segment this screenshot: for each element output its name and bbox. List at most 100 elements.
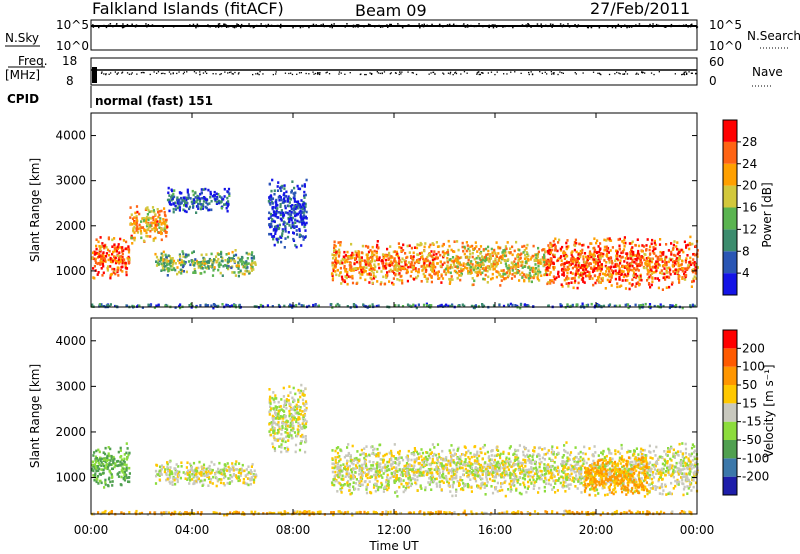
data-cell bbox=[486, 281, 489, 284]
nave-point bbox=[262, 73, 264, 75]
data-cell bbox=[284, 228, 287, 231]
nave-point bbox=[379, 72, 381, 75]
data-cell bbox=[365, 260, 369, 264]
data-cell bbox=[400, 246, 403, 250]
data-cell bbox=[135, 223, 138, 226]
data-cell bbox=[610, 259, 613, 263]
data-cell bbox=[199, 479, 202, 483]
data-cell bbox=[554, 237, 557, 241]
data-cell bbox=[486, 269, 489, 273]
noise-point bbox=[449, 24, 452, 27]
noise-point bbox=[567, 23, 569, 25]
data-cell bbox=[184, 261, 187, 264]
data-cell bbox=[331, 274, 334, 277]
data-cell bbox=[600, 263, 603, 266]
data-cell bbox=[631, 264, 634, 268]
data-cell bbox=[522, 450, 525, 454]
data-cell bbox=[624, 264, 627, 268]
data-cell bbox=[221, 274, 224, 277]
data-cell bbox=[102, 256, 106, 260]
data-cell bbox=[603, 245, 606, 249]
data-cell bbox=[220, 200, 223, 203]
data-cell bbox=[285, 399, 288, 403]
data-cell bbox=[628, 264, 631, 268]
data-cell bbox=[479, 272, 482, 276]
data-cell bbox=[367, 260, 370, 263]
data-cell bbox=[601, 265, 604, 269]
data-cell bbox=[649, 245, 652, 248]
velocity-data bbox=[91, 383, 699, 517]
data-cell bbox=[301, 235, 304, 238]
data-cell bbox=[202, 200, 205, 203]
data-cell bbox=[303, 404, 306, 407]
data-cell bbox=[429, 448, 432, 452]
nave-point bbox=[371, 72, 373, 75]
data-cell bbox=[158, 469, 161, 473]
data-cell bbox=[197, 477, 200, 480]
data-cell bbox=[511, 245, 514, 249]
data-cell bbox=[693, 263, 696, 267]
data-cell bbox=[516, 481, 519, 484]
data-cell bbox=[178, 470, 181, 474]
colorbar-segment bbox=[723, 163, 737, 186]
data-cell bbox=[588, 257, 591, 260]
data-cell bbox=[100, 267, 103, 270]
data-cell bbox=[234, 468, 237, 471]
data-cell bbox=[548, 249, 551, 252]
data-cell bbox=[542, 248, 545, 251]
data-cell bbox=[424, 270, 427, 273]
data-cell bbox=[412, 264, 415, 268]
data-cell bbox=[464, 266, 467, 269]
data-cell bbox=[170, 188, 173, 192]
data-cell bbox=[117, 261, 120, 264]
data-cell bbox=[400, 260, 403, 264]
data-cell bbox=[282, 211, 285, 215]
data-cell bbox=[233, 259, 236, 262]
noise-point bbox=[421, 24, 423, 26]
data-cell bbox=[116, 473, 119, 476]
data-cell bbox=[476, 261, 479, 265]
data-cell bbox=[397, 260, 401, 263]
nave-point bbox=[140, 72, 143, 74]
data-cell bbox=[552, 255, 555, 258]
data-cell bbox=[656, 260, 659, 263]
data-cell bbox=[468, 249, 471, 253]
data-cell bbox=[178, 261, 181, 265]
data-cell bbox=[646, 238, 649, 241]
data-cell bbox=[392, 283, 395, 286]
data-cell bbox=[351, 281, 355, 285]
data-cell bbox=[165, 478, 168, 482]
data-cell bbox=[358, 256, 361, 259]
data-cell bbox=[298, 409, 302, 412]
data-cell bbox=[156, 220, 159, 223]
noise-point bbox=[666, 25, 668, 27]
data-cell bbox=[160, 238, 163, 242]
data-cell bbox=[450, 248, 453, 252]
nave-point bbox=[176, 72, 178, 75]
data-cell bbox=[191, 478, 194, 481]
data-cell bbox=[180, 260, 183, 263]
data-cell bbox=[216, 196, 219, 199]
data-cell bbox=[355, 282, 358, 285]
data-cell bbox=[354, 250, 357, 253]
data-cell bbox=[411, 256, 414, 259]
data-cell bbox=[198, 199, 202, 203]
data-cell bbox=[302, 414, 305, 417]
data-cell bbox=[457, 260, 460, 264]
data-cell bbox=[303, 225, 306, 229]
data-cell bbox=[202, 469, 205, 472]
data-cell bbox=[229, 473, 232, 477]
data-cell bbox=[594, 262, 597, 266]
data-cell bbox=[517, 259, 520, 262]
data-cell bbox=[203, 197, 206, 200]
data-cell bbox=[274, 232, 277, 235]
data-cell bbox=[626, 270, 630, 273]
data-cell bbox=[281, 201, 284, 204]
data-cell bbox=[659, 238, 662, 241]
data-cell bbox=[476, 250, 479, 253]
noise-point bbox=[648, 25, 650, 28]
data-cell bbox=[525, 251, 528, 254]
data-cell bbox=[188, 304, 191, 307]
data-cell bbox=[217, 470, 220, 474]
data-cell bbox=[166, 469, 170, 473]
